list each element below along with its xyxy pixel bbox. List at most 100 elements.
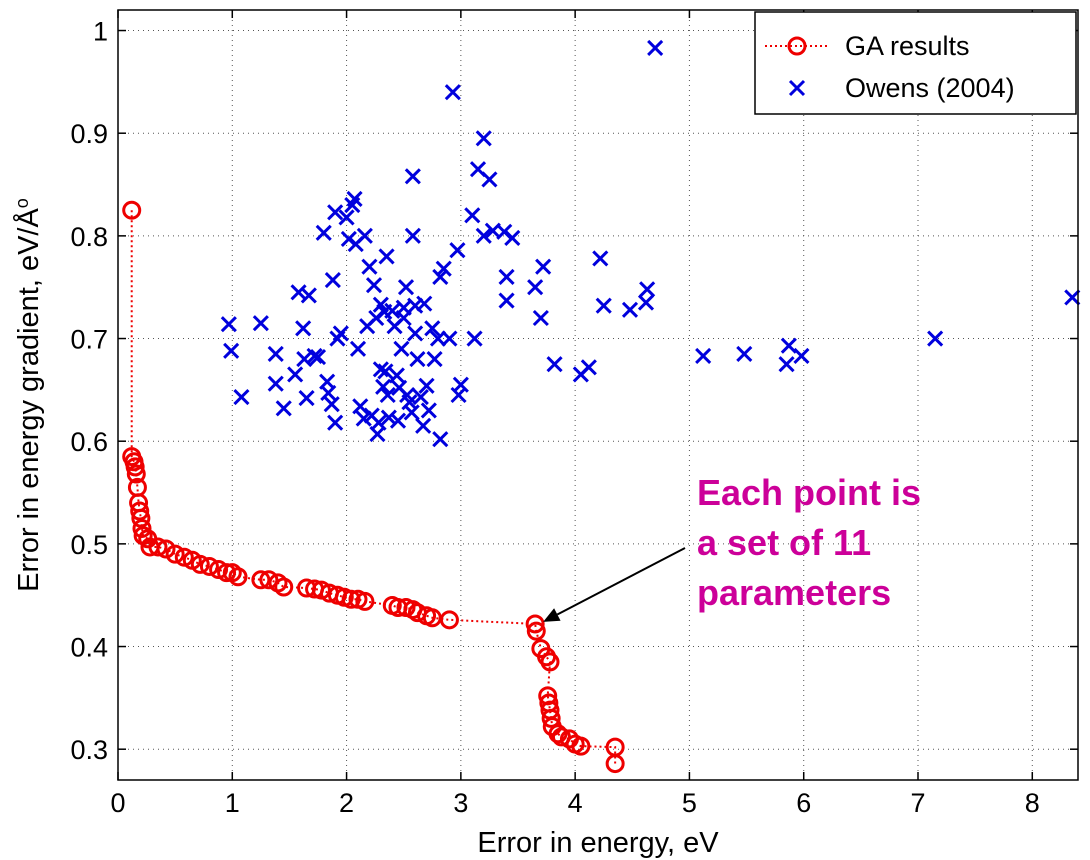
owens-point xyxy=(464,207,481,224)
owens-point xyxy=(324,271,341,289)
owens-point xyxy=(306,347,323,365)
legend-owens-label: Owens (2004) xyxy=(845,73,1015,103)
owens-point xyxy=(352,398,369,415)
owens-point xyxy=(418,377,435,394)
legend-owens-marker xyxy=(788,79,806,97)
x-tick-label: 8 xyxy=(1025,788,1040,818)
owens-point xyxy=(275,400,292,417)
owens-point xyxy=(426,351,443,368)
owens-point xyxy=(535,258,552,275)
owens-point xyxy=(498,268,515,285)
ga-results-point xyxy=(525,614,545,634)
owens-point xyxy=(1064,289,1081,306)
owens-point xyxy=(379,386,396,404)
owens-point xyxy=(407,325,424,342)
owens-point xyxy=(372,361,389,378)
owens-point xyxy=(384,302,401,319)
owens-point xyxy=(793,347,810,365)
owens-point xyxy=(475,227,492,244)
owens-point xyxy=(927,330,944,347)
ga-results-point xyxy=(355,591,375,611)
x-tick-label: 3 xyxy=(453,788,468,818)
owens-point xyxy=(409,351,426,368)
owens-point xyxy=(380,409,397,426)
ga-results-point xyxy=(126,464,146,484)
y-tick-label: 0.7 xyxy=(70,325,108,355)
owens-point xyxy=(346,190,363,207)
plot-frame xyxy=(117,9,1079,781)
y-tick-label: 0.3 xyxy=(70,735,108,765)
owens-point xyxy=(736,345,753,362)
owens-point xyxy=(296,351,313,368)
owens-point xyxy=(415,417,432,434)
owens-point xyxy=(267,375,284,392)
owens-point xyxy=(377,363,394,380)
owens-point xyxy=(475,130,492,147)
ga-results-point xyxy=(439,610,459,630)
owens-point xyxy=(420,402,437,419)
ga-results-series xyxy=(122,200,625,774)
owens-point xyxy=(233,388,250,406)
owens-point xyxy=(295,320,312,337)
owens-point xyxy=(778,356,795,373)
owens-point xyxy=(466,330,483,347)
owens-point xyxy=(252,315,269,332)
owens-point xyxy=(527,279,544,296)
y-axis-label-main: Error in energy gradient, eV/Å xyxy=(12,208,45,592)
owens-point xyxy=(532,309,549,327)
owens-point xyxy=(580,359,597,376)
owens-point xyxy=(449,242,466,259)
y-tick-label: 0.6 xyxy=(70,427,108,457)
owens-point xyxy=(267,345,284,362)
owens-point xyxy=(397,279,415,296)
annotation-line-2: a set of 11 xyxy=(697,522,871,563)
owens-point xyxy=(290,284,307,301)
x-tick-label: 0 xyxy=(110,788,125,818)
owens-point xyxy=(444,84,461,101)
ga-results-point xyxy=(526,621,546,641)
owens-point xyxy=(298,390,315,407)
y-tick-label: 1 xyxy=(93,17,108,47)
owens-point xyxy=(432,431,449,448)
y-axis-label-superscript: o xyxy=(12,198,32,208)
owens-point xyxy=(393,340,410,357)
ga-results-point xyxy=(125,457,145,477)
owens-point xyxy=(327,204,344,221)
x-tick-label: 2 xyxy=(339,788,354,818)
owens-point xyxy=(637,294,655,311)
ga-results-point xyxy=(259,570,279,590)
owens-point xyxy=(361,258,378,275)
ga-results-point xyxy=(251,570,271,590)
owens-point xyxy=(327,414,344,431)
ga-results-point xyxy=(341,589,361,609)
owens-point xyxy=(309,348,327,366)
owens-point xyxy=(546,356,563,373)
owens-point xyxy=(332,325,349,342)
y-tick-label: 0.9 xyxy=(70,119,108,149)
ga-results-point xyxy=(165,544,185,564)
owens-point xyxy=(403,404,420,421)
ga-results-point xyxy=(571,736,591,756)
owens-point xyxy=(395,309,412,327)
owens-point xyxy=(481,171,498,188)
legend-ga-label: GA results xyxy=(845,31,970,61)
annotation-arrow xyxy=(556,547,686,616)
owens-point xyxy=(320,384,337,402)
ga-results-point xyxy=(190,554,210,574)
axis-ticks: 0 1 2 3 4 5 6 7 8 0.3 0.4 0.5 0.6 0.7 0.8 0.9 1 xyxy=(70,10,1078,818)
owens-point xyxy=(404,168,421,185)
x-axis-label: Error in energy, eV xyxy=(477,827,719,859)
owens-point xyxy=(370,414,387,431)
owens-point xyxy=(287,366,304,383)
owens-point xyxy=(375,378,392,395)
ga-results-point xyxy=(217,563,237,583)
owens-point xyxy=(424,320,441,337)
owens-point xyxy=(220,316,237,333)
owens-point xyxy=(432,268,449,285)
annotation-line-3: parameters xyxy=(697,572,891,613)
owens-point xyxy=(504,229,521,246)
owens-point xyxy=(647,39,664,57)
x-tick-label: 7 xyxy=(910,788,925,818)
owens-point xyxy=(780,337,797,354)
